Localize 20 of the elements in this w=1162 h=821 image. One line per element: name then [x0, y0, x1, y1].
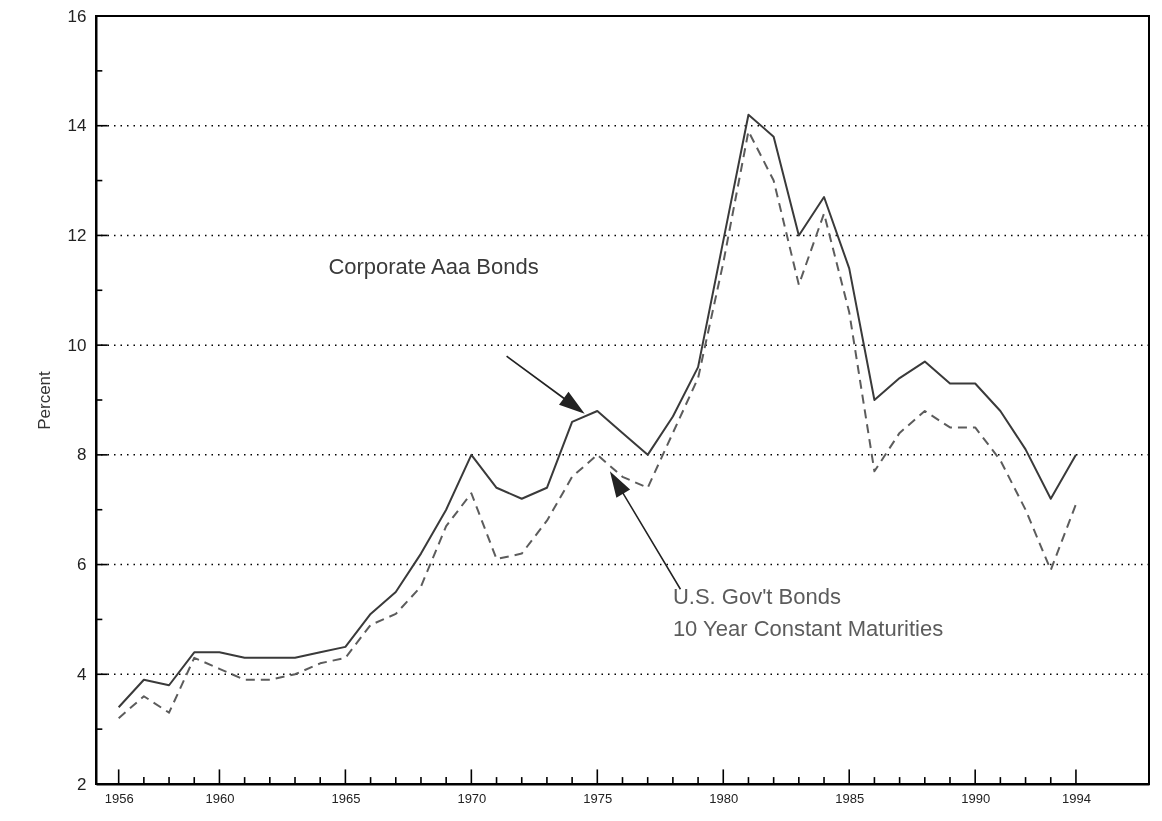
- x-tick-label: 1990: [961, 790, 991, 806]
- y-tick-label: 8: [77, 445, 87, 465]
- y-tick-label: 4: [77, 664, 87, 684]
- x-tick-label: 1994: [1061, 790, 1091, 806]
- y-tick-label: 2: [77, 774, 87, 794]
- x-tick-label: 1980: [709, 790, 739, 806]
- y-tick-label: 14: [67, 116, 87, 136]
- y-tick-label: 10: [67, 335, 87, 355]
- y-tick-label: 12: [67, 225, 87, 245]
- y-tick-label: 16: [67, 6, 87, 26]
- x-tick-label: 1965: [331, 790, 361, 806]
- text: U.S. Gov't Bonds 10 Year Constant Maturities: [672, 583, 944, 641]
- y-tick-label: 6: [77, 555, 87, 575]
- x-tick-label: 1960: [205, 790, 235, 806]
- text: Corporate Aaa Bonds: [328, 254, 539, 280]
- x-tick-label: 1975: [583, 790, 613, 806]
- x-tick-label: 1956: [104, 790, 134, 806]
- y-axis-title: Percent: [34, 370, 54, 430]
- x-tick-label: 1970: [457, 790, 487, 806]
- x-tick-label: 1985: [835, 790, 865, 806]
